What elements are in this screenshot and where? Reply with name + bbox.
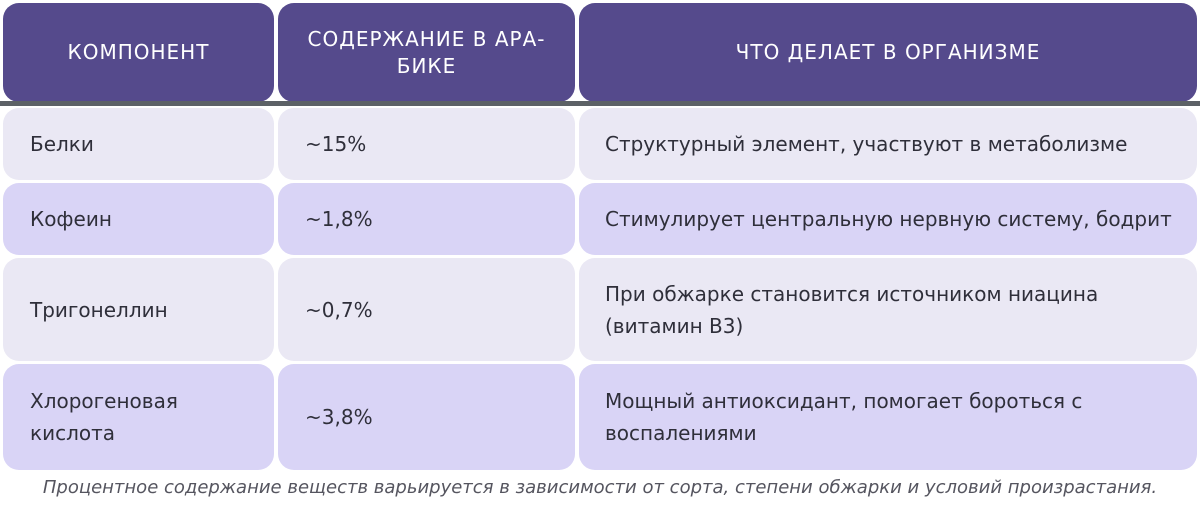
table-row-4-component: Хлорогеновая кислота	[3, 364, 274, 470]
header-content-label: СОДЕРЖАНИЕ В АРА- БИКЕ	[308, 26, 546, 80]
table-row-3-effect: При обжарке становится источником ниацин…	[579, 258, 1197, 361]
table-row-4-effect: Мощный антиоксидант, помогает бороться с…	[579, 364, 1197, 470]
header-effect-label: ЧТО ДЕЛАЕТ В ОРГАНИЗМЕ	[735, 40, 1041, 64]
table-row-2-component: Кофеин	[3, 183, 274, 255]
table-row-2-effect: Стимулирует центральную нервную систему,…	[579, 183, 1197, 255]
table-row-2-content: ~1,8%	[278, 183, 575, 255]
table-row-1-effect: Структурный элемент, участвуют в метабол…	[579, 108, 1197, 180]
table-row-3-content: ~0,7%	[278, 258, 575, 361]
table-caption: Процентное содержание веществ варьируетс…	[42, 477, 1158, 498]
table-row-1-component: Белки	[3, 108, 274, 180]
header-component-label: КОМПОНЕНТ	[67, 40, 210, 64]
header-content-line-1: СОДЕРЖАНИЕ В АРА-	[307, 26, 546, 51]
header-component: КОМПОНЕНТ	[3, 3, 274, 102]
coffee-components-table: КОМПОНЕНТ СОДЕРЖАНИЕ В АРА- БИКЕ ЧТО ДЕЛ…	[0, 3, 1200, 470]
header-content-line-2: БИКЕ	[396, 53, 457, 78]
table-row-1-content: ~15%	[278, 108, 575, 180]
table-row-4-content: ~3,8%	[278, 364, 575, 470]
header-divider	[0, 101, 1200, 106]
header-content: СОДЕРЖАНИЕ В АРА- БИКЕ	[278, 3, 575, 102]
table-row-3-component: Тригонеллин	[3, 258, 274, 361]
header-effect: ЧТО ДЕЛАЕТ В ОРГАНИЗМЕ	[579, 3, 1197, 102]
